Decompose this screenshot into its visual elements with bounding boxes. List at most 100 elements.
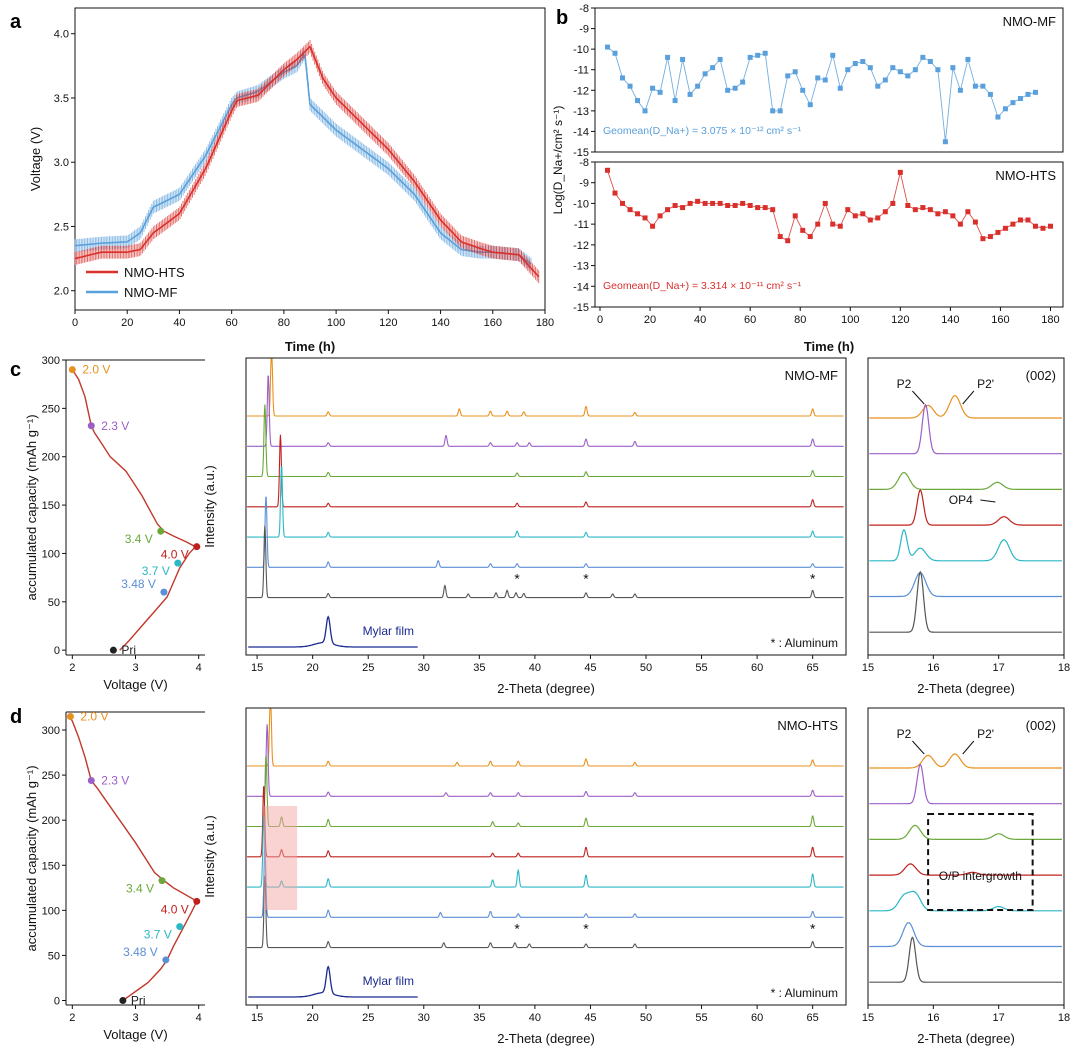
bbottom-x-ticklabel-0: 0 <box>597 314 603 326</box>
bbottom-point-19 <box>747 203 753 208</box>
panel-label-b: b <box>556 7 568 29</box>
a-legend-label-0: NMO-HTS <box>124 265 185 280</box>
d-left-y-ticklabel-300: 300 <box>42 725 60 737</box>
d-left-curve <box>68 716 198 1002</box>
d-left-marker-4 <box>176 923 184 931</box>
bbottom-annotation: Geomean(D_Na+) = 3.314 × 10⁻¹¹ cm² s⁻¹ <box>603 280 802 292</box>
btop-annotation: Geomean(D_Na+) = 3.075 × 10⁻¹² cm² s⁻¹ <box>603 125 802 137</box>
a-xlabel: Time (h) <box>285 339 335 354</box>
btop-y-ticklabel--11: -11 <box>574 65 589 77</box>
bbottom-point-16 <box>725 203 731 208</box>
d-left-marker-label-4: 3.7 V <box>144 928 172 942</box>
d-left-y-ticklabel-150: 150 <box>42 860 60 872</box>
btop-point-27 <box>807 102 813 108</box>
d-left-y-ticklabel-50: 50 <box>48 950 60 962</box>
bbottom-point-43 <box>927 207 933 213</box>
a-axes <box>74 7 546 311</box>
btop-y-ticklabel--14: -14 <box>573 126 589 138</box>
c-left-marker-3 <box>193 543 201 551</box>
c-mid-aluminum-star-1: * <box>583 571 589 587</box>
bbottom-y-ticklabel--12: -12 <box>573 240 589 252</box>
d-left-y-ticklabel-0: 0 <box>54 995 60 1007</box>
d-mid-aluminum-legend: * : Aluminum <box>771 986 838 1000</box>
bbottom-y-ticklabel--9: -9 <box>579 178 589 190</box>
btop-point-2 <box>620 75 626 81</box>
bbottom-point-40 <box>905 203 911 208</box>
c-mid-x-ticklabel-15: 15 <box>251 662 263 674</box>
d-mid-x-ticklabel-50: 50 <box>640 1012 652 1024</box>
btop-point-31 <box>837 85 843 91</box>
btop-point-57 <box>1032 89 1038 95</box>
c-right-trace-0 <box>869 394 1062 419</box>
bbottom-point-32 <box>845 207 851 213</box>
d-mid-xlabel: 2-Theta (degree) <box>497 1031 595 1046</box>
b-xlabel: Time (h) <box>804 339 854 354</box>
bbottom-x-ticklabel-120: 120 <box>891 314 909 326</box>
bbottom-point-2 <box>620 200 626 206</box>
c-right-x-ticklabel-18: 18 <box>1058 662 1070 674</box>
bbottom-y-ticklabel--13: -13 <box>573 261 589 273</box>
a-y-ticklabel-3.0: 3.0 <box>54 157 69 169</box>
d-right-trace-5 <box>869 922 1062 948</box>
c-mid-x-ticklabel-40: 40 <box>529 662 541 674</box>
c-right-axes <box>867 357 1065 656</box>
btop-point-25 <box>792 69 798 75</box>
btop-point-3 <box>627 83 633 89</box>
d-left-marker-1 <box>87 777 95 785</box>
bbottom-point-55 <box>1017 217 1023 223</box>
bbottom-x-ticklabel-140: 140 <box>941 314 959 326</box>
c-left-ylabel: accumulated capacity (mAh g⁻¹) <box>24 414 39 600</box>
d-left-marker-label-1: 2.3 V <box>101 774 129 788</box>
c-left-y-ticklabel-100: 100 <box>42 548 60 560</box>
c-left-marker-0 <box>68 366 76 374</box>
d-right-title: (002) <box>1026 718 1056 733</box>
d-right-label-p2prime: P2' <box>977 727 994 741</box>
bbottom-point-56 <box>1025 217 1031 223</box>
bbottom-point-31 <box>837 223 843 229</box>
d-left-x-ticklabel-2: 2 <box>69 1012 75 1024</box>
btop-title: NMO-MF <box>1003 14 1056 29</box>
d-left-marker-label-2: 3.4 V <box>126 882 154 896</box>
bbottom-point-42 <box>920 205 926 211</box>
c-mid-mylar-trace <box>248 615 418 648</box>
bbottom-point-8 <box>665 207 671 213</box>
d-right-trace-6 <box>869 936 1062 983</box>
bbottom-axes <box>594 161 1064 308</box>
btop-point-30 <box>830 52 836 58</box>
btop-point-47 <box>957 87 963 93</box>
c-mid-axes <box>245 357 847 656</box>
bbottom-point-53 <box>1002 225 1008 231</box>
c-left-marker-4 <box>174 559 182 567</box>
c-right-arrow-p2 <box>912 390 925 405</box>
btop-line <box>607 46 1036 142</box>
a-y-ticklabel-4.0: 4.0 <box>54 29 69 41</box>
d-mid-x-ticklabel-55: 55 <box>695 1012 707 1024</box>
d-right-trace-1 <box>869 763 1062 805</box>
btop-point-39 <box>897 69 903 75</box>
c-right-trace-2 <box>869 471 1062 490</box>
c-mid-xlabel: 2-Theta (degree) <box>497 681 595 696</box>
bbottom-x-ticklabel-180: 180 <box>1041 314 1059 326</box>
bbottom-point-27 <box>807 234 813 240</box>
btop-point-0 <box>605 44 611 50</box>
bbottom-point-58 <box>1040 225 1046 231</box>
btop-point-29 <box>822 77 828 83</box>
c-mid-trace-5 <box>247 496 844 568</box>
c-left-y-ticklabel-300: 300 <box>42 355 60 367</box>
c-right-x-ticklabel-15: 15 <box>862 662 874 674</box>
btop-point-24 <box>785 73 791 79</box>
d-right-arrow-p2 <box>912 740 925 755</box>
bbottom-point-37 <box>882 209 888 215</box>
c-mid-aluminum-star-0: * <box>514 571 520 587</box>
btop-y-ticklabel--15: -15 <box>573 147 589 159</box>
bbottom-point-48 <box>965 209 971 215</box>
c-right-xlabel: 2-Theta (degree) <box>917 681 1015 696</box>
d-mid-mylar-trace <box>248 965 418 998</box>
bbottom-y-ticklabel--8: -8 <box>579 157 589 169</box>
bbottom-point-44 <box>935 211 941 217</box>
d-left-marker-label-3: 4.0 V <box>161 902 189 916</box>
bbottom-point-18 <box>740 200 746 206</box>
d-right-trace-0 <box>869 753 1062 769</box>
c-left-marker-5 <box>160 588 168 596</box>
bbottom-x-ticklabel-60: 60 <box>744 314 756 326</box>
